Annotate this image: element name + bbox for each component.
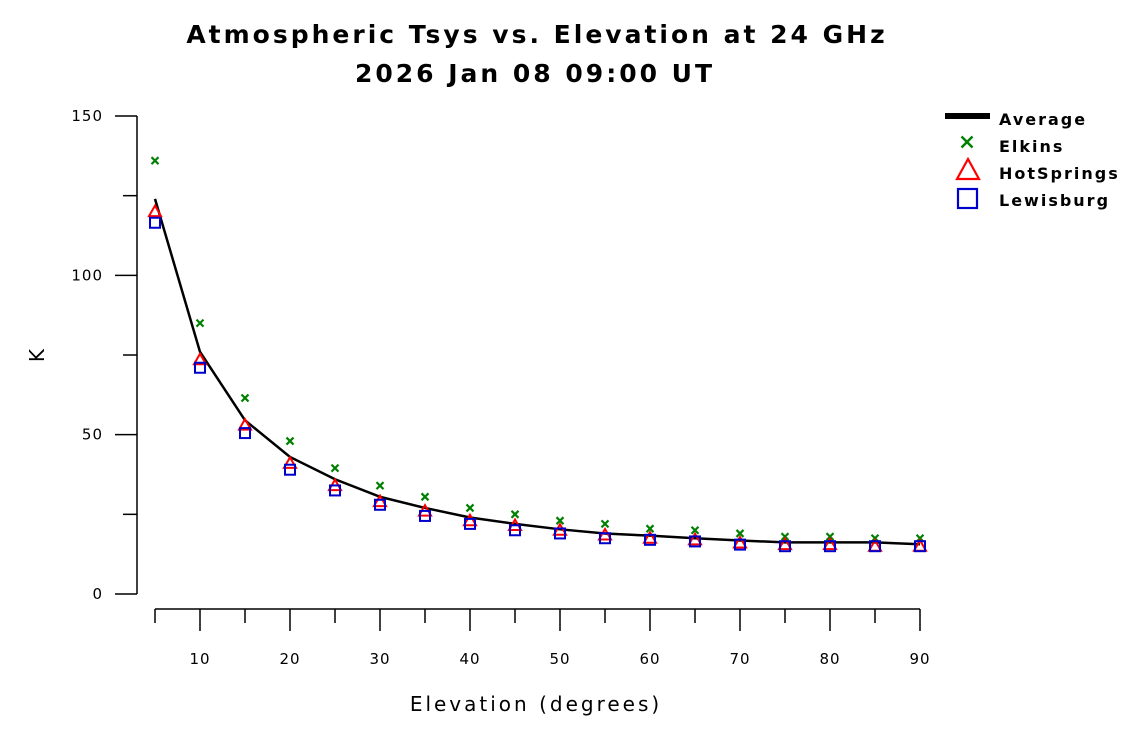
x-tick-label: 20 — [279, 650, 300, 668]
data-point-lewisburg — [689, 535, 701, 548]
data-point-elkins — [330, 463, 340, 473]
legend-item-elkins: Elkins — [960, 135, 1064, 156]
data-point-lewisburg — [509, 524, 521, 537]
data-point-hotsprings — [597, 527, 613, 541]
legend-swatch-lewisburg — [956, 187, 979, 210]
data-point-hotsprings — [687, 531, 703, 546]
data-point-hotsprings — [552, 522, 568, 536]
x-tick-label: 60 — [639, 650, 660, 668]
data-point-hotsprings — [732, 534, 748, 549]
data-point-lewisburg — [239, 427, 251, 440]
data-point-elkins — [735, 529, 745, 538]
data-point-hotsprings — [147, 203, 163, 218]
x-axis-label: Elevation (degrees) — [410, 692, 662, 716]
legend-label-lewisburg: Lewisburg — [999, 191, 1110, 210]
data-point-hotsprings — [777, 536, 793, 551]
data-point-hotsprings — [822, 536, 838, 551]
data-point-elkins — [240, 393, 250, 403]
data-point-elkins — [150, 156, 160, 165]
data-marks — [147, 156, 928, 553]
data-point-lewisburg — [644, 533, 656, 546]
chart-subtitle: 2026 Jan 08 09:00 UT — [355, 59, 715, 88]
data-point-lewisburg — [779, 540, 791, 553]
x-tick-label: 80 — [819, 650, 840, 668]
data-point-hotsprings — [192, 351, 208, 366]
data-point-elkins — [465, 503, 475, 513]
legend-label-elkins: Elkins — [999, 137, 1064, 156]
data-point-hotsprings — [462, 512, 478, 527]
legend-label-hotsprings: HotSprings — [999, 164, 1120, 183]
legend-item-average: Average — [945, 110, 1087, 129]
y-tick-label: 100 — [71, 266, 103, 284]
data-point-elkins — [420, 492, 430, 502]
data-point-lewisburg — [734, 538, 746, 551]
data-point-hotsprings — [282, 455, 298, 469]
x-tick-label: 90 — [909, 650, 930, 668]
y-tick-label: 50 — [82, 426, 103, 444]
legend-swatch-elkins — [960, 135, 974, 149]
data-point-lewisburg — [329, 484, 341, 497]
data-point-elkins — [375, 481, 385, 490]
data-point-lewisburg — [464, 517, 476, 530]
data-point-hotsprings — [642, 530, 658, 544]
data-point-elkins — [285, 436, 295, 446]
data-point-elkins — [690, 525, 700, 535]
data-point-lewisburg — [599, 532, 611, 545]
legend-item-lewisburg: Lewisburg — [956, 187, 1110, 210]
legend: Average Elkins HotSprings Lewisburg — [945, 110, 1120, 210]
x-tick-label: 10 — [189, 650, 210, 668]
data-point-elkins — [555, 516, 565, 525]
data-point-hotsprings — [237, 417, 253, 431]
data-point-lewisburg — [149, 216, 161, 229]
data-point-lewisburg — [914, 540, 926, 553]
data-point-lewisburg — [554, 527, 566, 540]
legend-item-hotsprings: HotSprings — [955, 156, 1120, 183]
y-axis-label: K — [25, 346, 49, 362]
data-point-elkins — [600, 519, 610, 529]
y-tick-label: 0 — [92, 585, 103, 603]
tick-labels: 0 50 100 150 10 20 30 40 50 60 70 80 90 — [71, 107, 930, 668]
data-point-lewisburg — [194, 361, 206, 374]
y-tick-label: 150 — [71, 107, 103, 125]
legend-swatch-hotsprings — [955, 156, 981, 181]
data-point-lewisburg — [419, 509, 431, 522]
legend-label-average: Average — [999, 110, 1087, 129]
x-tick-label: 40 — [459, 650, 480, 668]
series-line-average — [153, 198, 921, 546]
data-point-elkins — [645, 524, 655, 533]
data-point-lewisburg — [824, 540, 836, 553]
x-tick-label: 30 — [369, 650, 390, 668]
data-point-lewisburg — [374, 498, 386, 511]
data-point-lewisburg — [284, 463, 296, 476]
axes — [115, 115, 921, 631]
data-point-lewisburg — [869, 540, 881, 553]
chart-title: Atmospheric Tsys vs. Elevation at 24 GHz — [186, 20, 887, 49]
data-point-elkins — [195, 318, 205, 328]
x-tick-label: 70 — [729, 650, 750, 668]
data-point-elkins — [510, 510, 520, 519]
data-point-hotsprings — [372, 493, 388, 508]
x-tick-label: 50 — [549, 650, 570, 668]
